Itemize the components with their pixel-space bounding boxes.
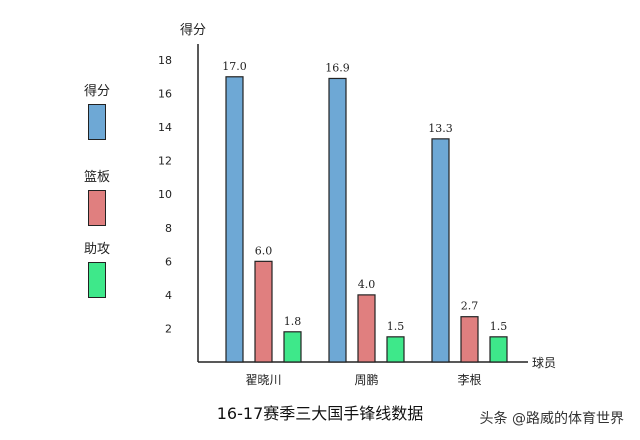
y-tick-label: 10 bbox=[158, 188, 172, 201]
bar-得分 bbox=[431, 138, 450, 363]
y-axis-label: 得分 bbox=[180, 22, 206, 38]
y-tick-label: 12 bbox=[158, 155, 172, 168]
data-label: 17.0 bbox=[222, 60, 247, 73]
legend-label-篮板: 篮板 bbox=[84, 170, 111, 185]
y-tick-label: 6 bbox=[165, 255, 172, 268]
chart-title: 16-17赛季三大国手锋线数据 bbox=[216, 404, 424, 423]
data-label: 1.5 bbox=[490, 320, 508, 333]
data-label: 1.8 bbox=[284, 315, 302, 328]
data-label: 13.3 bbox=[428, 122, 453, 135]
bar-得分 bbox=[328, 77, 347, 363]
y-tick-label: 18 bbox=[158, 54, 172, 67]
legend-label-得分: 得分 bbox=[84, 84, 111, 99]
data-label: 16.9 bbox=[325, 61, 350, 74]
legend-swatch-篮板 bbox=[88, 190, 106, 226]
y-tick-label: 2 bbox=[165, 322, 172, 335]
legend-swatch-得分 bbox=[88, 104, 106, 140]
x-tick-label: 李根 bbox=[457, 372, 481, 387]
watermark-text: 头条 @路威的体育世界 bbox=[479, 411, 624, 427]
bar-得分 bbox=[225, 76, 244, 363]
bar-篮板 bbox=[460, 316, 479, 363]
bar-助攻 bbox=[386, 336, 405, 363]
y-tick-label: 8 bbox=[165, 222, 172, 235]
bar-篮板 bbox=[254, 260, 273, 363]
x-tick-label: 周鹏 bbox=[354, 373, 378, 387]
y-tick-label: 16 bbox=[158, 88, 172, 101]
y-tick-label: 4 bbox=[165, 289, 172, 302]
bar-篮板 bbox=[357, 294, 376, 363]
data-label: 2.7 bbox=[461, 300, 479, 313]
data-label: 6.0 bbox=[255, 244, 273, 257]
y-tick-label: 14 bbox=[158, 121, 172, 134]
bar-助攻 bbox=[283, 331, 302, 363]
legend-label-助攻: 助攻 bbox=[84, 242, 111, 257]
bar-助攻 bbox=[489, 336, 508, 363]
x-tick-label: 翟晓川 bbox=[245, 373, 281, 387]
x-axis-label: 球员 bbox=[532, 356, 556, 370]
data-label: 4.0 bbox=[358, 278, 376, 291]
data-label: 1.5 bbox=[387, 320, 405, 333]
legend-swatch-助攻 bbox=[88, 262, 106, 298]
